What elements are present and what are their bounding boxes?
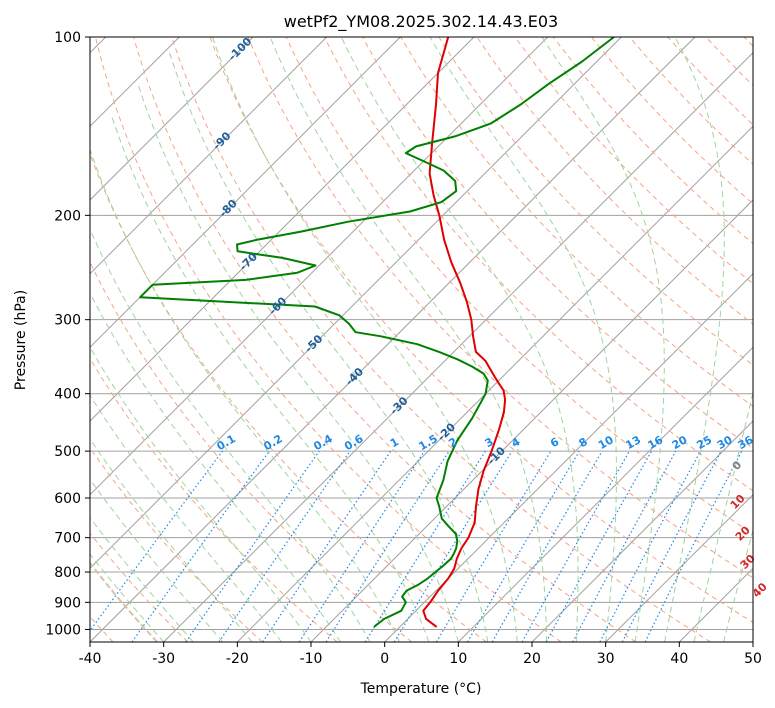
mixing-ratio-line <box>393 450 513 642</box>
moist-adiabat-line <box>90 346 312 642</box>
isotherm-line <box>605 493 753 642</box>
dry-adiabat-line <box>133 37 637 642</box>
moist-adiabat-line <box>269 37 548 642</box>
x-tick-label: 0 <box>380 651 389 667</box>
dry-adiabat-line <box>247 37 753 579</box>
isotherm-line <box>90 37 475 422</box>
isotherm-line <box>90 37 401 349</box>
moist-adiabat-line <box>211 37 518 642</box>
moist-adiabat-line <box>90 394 282 642</box>
dry-adiabat-line <box>438 37 753 366</box>
y-tick-label: 900 <box>54 595 81 611</box>
dry-adiabat-line <box>515 37 753 285</box>
dry-adiabat-line <box>90 357 338 642</box>
chart-title: wetPf2_YM08.2025.302.14.43.E03 <box>284 12 558 32</box>
x-tick-label: -30 <box>152 651 175 667</box>
x-tick-label: -10 <box>300 651 323 667</box>
dewpoint-profile-line <box>139 37 615 628</box>
mixing-ratio-line <box>325 450 450 642</box>
y-tick-label: 100 <box>54 30 81 46</box>
y-tick-label: 500 <box>54 444 81 460</box>
moist-adiabat-line <box>90 292 341 642</box>
dry-adiabat-line <box>285 37 753 535</box>
isotherm-line <box>752 641 753 642</box>
y-axis-label: Pressure (hPa) <box>13 290 29 390</box>
mixing-ratio-line <box>185 450 320 642</box>
temperature-profile-line <box>422 37 507 628</box>
moist-adiabat-line <box>541 37 665 642</box>
dry-adiabat-line <box>324 37 753 492</box>
moist-adiabat-line <box>90 553 165 642</box>
x-tick-label: -40 <box>79 651 102 667</box>
dry-adiabat-line <box>591 37 753 205</box>
y-tick-label: 400 <box>54 387 81 403</box>
dry-adiabat-line <box>90 261 413 642</box>
moist-adiabat-line <box>137 83 459 642</box>
moist-adiabat-line <box>90 148 400 642</box>
dry-adiabat-line <box>90 532 189 642</box>
moist-adiabat-line <box>693 390 753 642</box>
grid-layer <box>90 37 753 642</box>
isotherm-line <box>531 420 753 642</box>
isotherm-line <box>90 37 254 201</box>
dry-adiabat-line <box>553 37 753 245</box>
mixing-ratio-line <box>572 450 677 642</box>
dry-adiabat-line <box>209 37 753 624</box>
dry-adiabat-line <box>362 37 753 449</box>
mixing-ratio-line <box>90 450 223 632</box>
isotherm-line <box>457 346 753 642</box>
x-tick-label: 10 <box>449 651 467 667</box>
isotherm-line <box>90 37 328 275</box>
axes-layer: -40 -30 -20 -10 0 10 20 30 40 50 100 200 300 400 500 60… <box>45 30 762 667</box>
y-tick-label: 1000 <box>45 622 81 638</box>
dry-adiabat-line <box>400 37 753 408</box>
y-tick-label: 300 <box>54 313 81 329</box>
moist-adiabat-line <box>340 37 579 642</box>
x-tick-label: 40 <box>670 651 688 667</box>
y-tick-label: 600 <box>54 491 81 507</box>
x-tick-label: 50 <box>744 651 762 667</box>
tan-reference-curve <box>90 561 158 642</box>
isotherm-line <box>90 37 622 570</box>
dry-adiabat-line <box>95 37 562 642</box>
mixing-ratio-line <box>262 450 392 642</box>
mixing-ratio-line <box>521 450 631 642</box>
mixing-ratio-line <box>644 450 743 642</box>
moist-adiabat-line <box>168 49 489 642</box>
series-layer <box>139 37 615 628</box>
isotherm-line <box>163 51 753 642</box>
isotherm-line <box>384 272 753 642</box>
y-tick-label: 800 <box>54 565 81 581</box>
moist-adiabat-line <box>90 228 371 642</box>
moist-adiabat-line <box>723 528 753 642</box>
plot-background <box>90 37 753 642</box>
x-tick-label: 20 <box>523 651 541 667</box>
y-tick-label: 200 <box>54 208 81 224</box>
x-tick-label: -20 <box>226 651 249 667</box>
moist-adiabat-line <box>664 37 725 642</box>
x-axis-label: Temperature (°C) <box>360 681 482 697</box>
mixing-ratio-line <box>545 450 653 642</box>
plot-frame <box>89 36 754 643</box>
moist-adiabat-line <box>429 37 617 642</box>
mixing-ratio-line <box>218 450 351 642</box>
isotherm-line <box>236 125 753 642</box>
y-tick-label: 700 <box>54 531 81 547</box>
x-tick-label: 30 <box>597 651 615 667</box>
mixing-ratio-line <box>131 450 270 642</box>
moist-adiabat-line <box>110 114 430 642</box>
mixing-ratio-line <box>298 450 425 642</box>
